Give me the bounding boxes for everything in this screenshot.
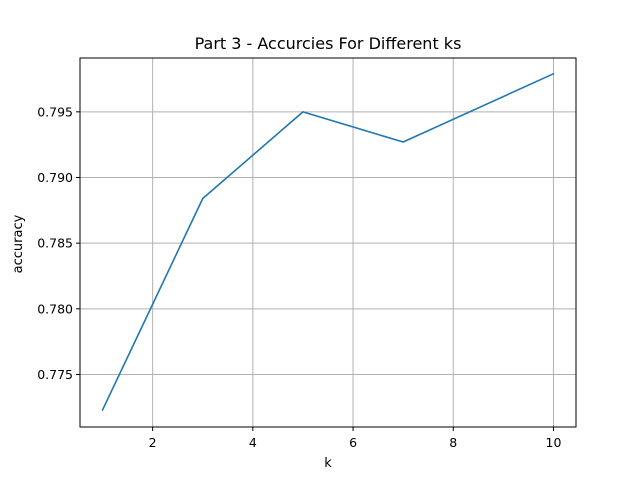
y-axis: 0.775 0.780 0.785 0.790 0.795: [37, 104, 80, 382]
x-tick-label: 4: [249, 435, 257, 450]
y-tick-label: 0.775: [37, 367, 73, 382]
accuracy-series-line: [101, 72, 555, 411]
y-tick-label: 0.785: [37, 236, 73, 251]
plot-frame: [79, 57, 577, 428]
x-tick-label: 8: [449, 435, 457, 450]
y-tick-label: 0.790: [37, 170, 73, 185]
x-axis: 2 4 6 8 10: [149, 427, 562, 450]
x-tick-label: 2: [149, 435, 157, 450]
chart-title: Part 3 - Accurcies For Different ks: [195, 34, 462, 53]
y-axis-label: accuracy: [11, 214, 26, 273]
y-tick-label: 0.795: [37, 104, 73, 119]
x-tick-label: 6: [349, 435, 357, 450]
x-axis-label: k: [324, 456, 332, 471]
x-tick-label: 10: [546, 435, 562, 450]
series-layer: [101, 72, 555, 411]
grid: [80, 58, 576, 427]
y-tick-label: 0.780: [37, 301, 73, 316]
